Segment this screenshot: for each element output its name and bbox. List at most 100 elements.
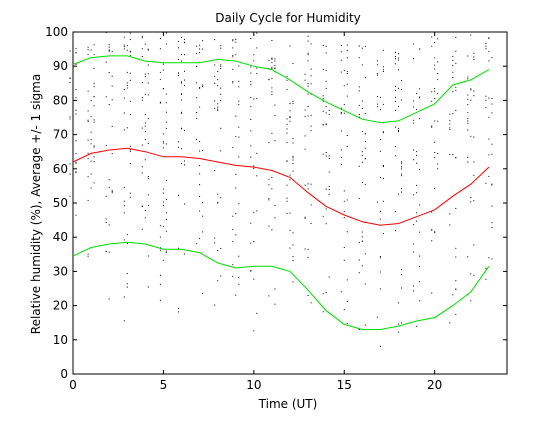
- scatter-point: [382, 49, 384, 51]
- scatter-point: [485, 43, 487, 44]
- scatter-point: [162, 141, 164, 143]
- scatter-point: [165, 250, 167, 252]
- scatter-point: [343, 211, 345, 213]
- scatter-point: [398, 302, 399, 304]
- scatter-point: [307, 54, 309, 56]
- scatter-point: [364, 158, 366, 160]
- scatter-point: [431, 125, 433, 127]
- scatter-point: [361, 155, 363, 157]
- scatter-point: [126, 127, 128, 129]
- scatter-point: [455, 313, 457, 315]
- scatter-point: [292, 142, 294, 144]
- scatter-point: [346, 199, 348, 201]
- scatter-point: [449, 123, 451, 125]
- scatter-point: [196, 243, 198, 245]
- scatter-point: [437, 38, 439, 40]
- scatter-point: [491, 222, 493, 224]
- scatter-point: [90, 49, 92, 51]
- scatter-point: [147, 49, 149, 51]
- scatter-point: [147, 176, 149, 177]
- scatter-point: [162, 192, 164, 194]
- scatter-point: [364, 113, 366, 115]
- scatter-point: [93, 67, 95, 69]
- scatter-point: [289, 212, 291, 214]
- scatter-point: [401, 287, 402, 289]
- scatter-point: [361, 100, 363, 102]
- scatter-point: [93, 145, 95, 147]
- scatter-point: [437, 79, 439, 81]
- scatter-point: [144, 139, 146, 140]
- scatter-point: [253, 168, 255, 169]
- scatter-point: [416, 93, 418, 94]
- scatter-point: [144, 122, 146, 124]
- y-tick-label: 40: [53, 230, 68, 244]
- y-tick-label: 30: [53, 264, 68, 278]
- scatter-point: [328, 193, 330, 195]
- scatter-point: [470, 197, 472, 199]
- scatter-point: [434, 68, 436, 70]
- y-tick-label: 20: [53, 299, 68, 313]
- scatter-point: [214, 39, 216, 41]
- scatter-point: [126, 45, 128, 47]
- scatter-point: [217, 70, 219, 72]
- scatter-point: [467, 94, 469, 96]
- scatter-point: [325, 292, 327, 294]
- scatter-point: [159, 78, 161, 80]
- scatter-point: [419, 281, 421, 283]
- y-tick-label: 90: [53, 59, 68, 73]
- scatter-point: [292, 232, 294, 234]
- scatter-point: [162, 201, 164, 203]
- scatter-point: [401, 88, 402, 90]
- scatter-point: [144, 131, 146, 132]
- scatter-point: [87, 253, 89, 255]
- scatter-point: [395, 155, 396, 157]
- scatter-point: [491, 103, 493, 105]
- scatter-point: [346, 57, 348, 59]
- scatter-point: [111, 153, 113, 154]
- scatter-point: [105, 218, 107, 220]
- scatter-point: [358, 114, 360, 115]
- scatter-point: [379, 109, 381, 111]
- scatter-point: [343, 104, 345, 105]
- scatter-point: [199, 44, 201, 46]
- scatter-point: [141, 172, 143, 174]
- scatter-point: [159, 48, 161, 50]
- scatter-point: [491, 57, 493, 59]
- scatter-point: [304, 248, 306, 250]
- scatter-point: [340, 71, 342, 73]
- scatter-point: [485, 48, 487, 50]
- scatter-point: [437, 163, 439, 165]
- scatter-point: [256, 97, 258, 99]
- scatter-point: [108, 46, 110, 48]
- scatter-point: [485, 99, 487, 101]
- scatter-point: [416, 151, 418, 153]
- scatter-point: [416, 192, 418, 194]
- scatter-point: [346, 71, 348, 73]
- scatter-point: [398, 59, 399, 61]
- scatter-point: [343, 309, 345, 311]
- scatter-point: [87, 120, 89, 122]
- scatter-point: [232, 147, 234, 149]
- scatter-point: [376, 106, 378, 108]
- scatter-point: [196, 97, 198, 99]
- scatter-point: [289, 174, 291, 176]
- scatter-point: [129, 32, 131, 34]
- scatter-point: [325, 188, 327, 190]
- scatter-point: [467, 156, 469, 158]
- scatter-point: [325, 80, 327, 82]
- scatter-point: [376, 201, 378, 203]
- scatter-point: [431, 240, 433, 242]
- scatter-point: [235, 38, 237, 40]
- scatter-point: [184, 203, 185, 205]
- scatter-point: [159, 38, 161, 40]
- scatter-point: [340, 59, 342, 61]
- scatter-point: [455, 288, 457, 290]
- scatter-point: [165, 252, 167, 254]
- scatter-point: [431, 36, 433, 38]
- scatter-point: [129, 100, 131, 102]
- scatter-point: [379, 210, 381, 212]
- scatter-point: [232, 68, 234, 70]
- scatter-point: [455, 256, 457, 258]
- scatter-point: [220, 87, 222, 89]
